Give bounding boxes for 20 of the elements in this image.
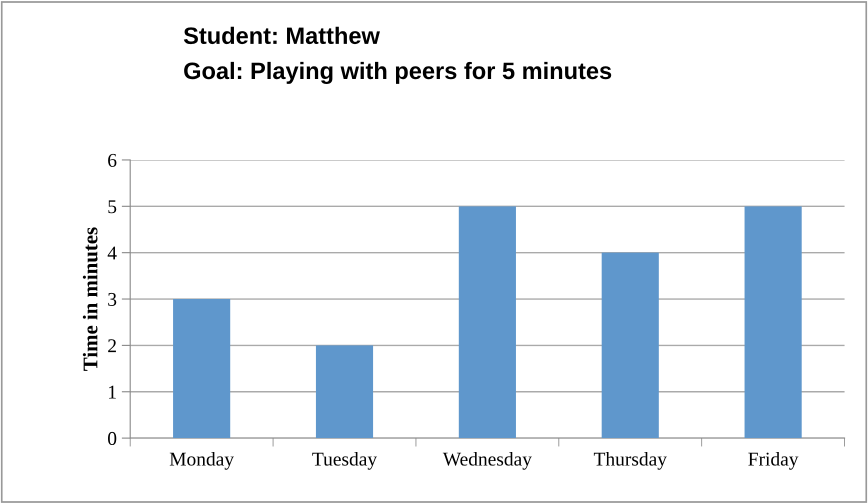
y-tick-label: 3 <box>108 292 116 306</box>
bar <box>458 206 516 438</box>
x-tick-label: Friday <box>748 452 798 470</box>
bar <box>744 206 802 438</box>
x-tick-label: Wednesday <box>442 452 532 470</box>
y-tick-label: 0 <box>108 432 116 446</box>
y-tick-label: 6 <box>108 154 116 167</box>
y-tick-label: 4 <box>108 246 117 260</box>
y-tick-label: 1 <box>108 386 116 398</box>
x-tick-label: Thursday <box>594 452 667 470</box>
bar <box>316 345 374 438</box>
y-tick-label: 5 <box>108 200 116 214</box>
chart-subtitle: Goal: Playing with peers for 5 minutes <box>184 62 612 84</box>
x-tick-label: Monday <box>170 452 234 470</box>
bar <box>173 299 230 438</box>
y-axis-title: Time in minutes <box>82 227 98 371</box>
y-tick-label: 2 <box>108 339 116 352</box>
x-tick-label: Tuesday <box>312 452 378 470</box>
bar <box>602 252 659 438</box>
chart-title: Student: Matthew <box>184 26 380 44</box>
